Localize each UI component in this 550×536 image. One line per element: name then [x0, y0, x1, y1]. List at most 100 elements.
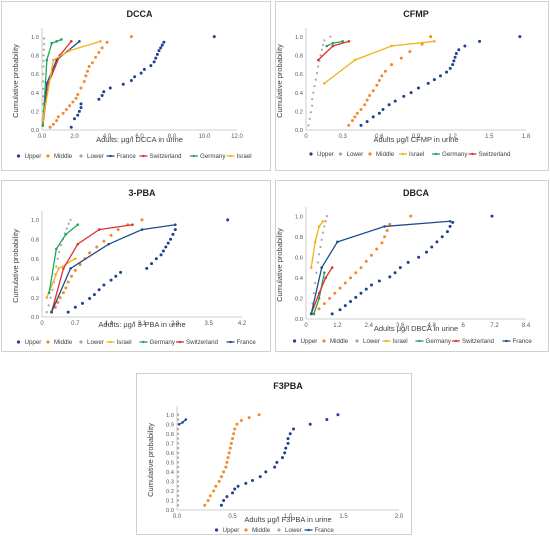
france-point	[320, 266, 324, 269]
middle-point	[232, 432, 236, 436]
upper-point	[231, 491, 234, 495]
x-tick-label: 2.0	[70, 134, 79, 140]
legend-label: Lower	[285, 527, 302, 534]
legend-swatch	[292, 339, 297, 343]
legend-swatch	[505, 339, 508, 343]
middle-point	[222, 470, 226, 474]
upper-point	[330, 312, 334, 316]
israel-point	[323, 82, 326, 85]
y-tick-label: 0.4	[31, 276, 40, 282]
middle-point	[349, 276, 353, 280]
upper-point	[369, 283, 373, 287]
middle-point	[88, 251, 92, 255]
upper-point	[432, 78, 436, 82]
upper-point	[73, 117, 76, 121]
lower-point	[177, 451, 180, 454]
chart-panel-dcca: DCCA 0.0 0.2 0.4 0.6 0.8 1.0 0.0 2.0 4.0 6.0 8.0 10.…	[1, 1, 271, 171]
middle-point	[56, 115, 60, 119]
lower-point	[317, 253, 321, 256]
y-tick-label: 0.0	[31, 315, 39, 321]
legend-label: Israel	[393, 338, 408, 345]
upper-point	[97, 288, 101, 292]
upper-point	[258, 475, 262, 479]
switzerland-point	[324, 276, 327, 280]
x-tick-label: 4.0	[103, 134, 112, 140]
israel-point	[57, 267, 60, 270]
lower-point	[308, 117, 311, 120]
x-tick-label: 6	[461, 323, 465, 329]
legend-label: Germany	[150, 339, 176, 346]
upper-point	[139, 71, 143, 75]
israel-line	[310, 220, 324, 268]
middle-point	[116, 228, 120, 232]
upper-point	[226, 218, 230, 222]
germany-point	[54, 247, 58, 251]
x-tick-label: 1.8	[522, 134, 531, 140]
upper-point	[79, 102, 83, 106]
upper-point	[142, 67, 146, 71]
chart-svg: 3-PBA 0.0 0.2 0.4 0.6 0.8 1.0 0 0.7 1.4 2.1 2.8 3.5 4…	[11, 188, 256, 346]
legend-label: Middle	[54, 153, 73, 160]
upper-point	[73, 305, 77, 309]
upper-point	[292, 427, 296, 431]
legend-swatch	[79, 154, 83, 158]
lower-point	[177, 432, 180, 435]
middle-point	[105, 40, 109, 44]
lower-point	[177, 418, 180, 421]
x-tick-label: 0.6	[375, 134, 384, 140]
chart-title: 3-PBA	[128, 188, 156, 198]
germany-point	[60, 38, 63, 41]
lower-point	[177, 489, 180, 493]
upper-point	[212, 35, 216, 39]
y-tick-label: 0.0	[295, 317, 303, 323]
middle-point	[87, 65, 91, 69]
upper-point	[76, 113, 80, 117]
lower-point	[329, 35, 332, 38]
y-tick-label: 0.4	[31, 91, 40, 97]
lower-point	[325, 215, 329, 218]
upper-point	[160, 43, 164, 47]
x-axis-label: Adults: μg/l 3-PBA in urine	[98, 320, 185, 329]
upper-point	[114, 274, 118, 278]
upper-point	[108, 86, 112, 90]
y-tick-label: 0.8	[31, 237, 39, 243]
lower-point	[177, 494, 180, 497]
upper-point	[244, 481, 248, 485]
upper-point	[388, 275, 392, 279]
lower-point	[51, 288, 54, 291]
upper-point	[100, 93, 104, 97]
legend-swatch	[16, 154, 21, 158]
upper-point	[453, 55, 457, 59]
switzerland-point	[97, 228, 101, 231]
lower-point	[49, 296, 52, 299]
upper-point	[445, 70, 449, 74]
upper-point	[406, 260, 410, 264]
upper-point	[451, 63, 455, 67]
middle-point	[56, 300, 60, 304]
middle-point	[102, 239, 106, 243]
middle-point	[109, 233, 113, 237]
legend-swatch	[309, 152, 313, 156]
middle-point	[227, 451, 231, 455]
lower-point	[322, 43, 325, 47]
legend-swatch	[109, 154, 112, 158]
legend-label: Middle	[54, 339, 73, 346]
upper-point	[377, 111, 381, 115]
x-axis-label: Adults μg/l F3PBA in urine	[244, 515, 331, 524]
y-tick-label: 0.6	[31, 72, 39, 78]
israel-line	[323, 40, 435, 84]
middle-point	[231, 437, 234, 441]
legend-label: Lower	[363, 338, 380, 345]
upper-point	[154, 56, 158, 60]
germany-point	[341, 40, 344, 43]
upper-point	[336, 413, 340, 417]
lower-point	[311, 104, 314, 107]
chart-panel-dbca: DBCA 0.0 0.2 0.4 0.6 0.8 1.0 0 1.2 2.4 3.6 4.8 6 7.2 8…	[275, 180, 549, 352]
chart-title: F3PBA	[273, 381, 303, 391]
germany-point	[55, 40, 58, 43]
middle-point	[377, 79, 381, 83]
upper-point	[371, 115, 375, 119]
upper-point	[66, 310, 70, 314]
lower-point	[67, 222, 70, 225]
legend-label: Upper	[301, 338, 318, 345]
